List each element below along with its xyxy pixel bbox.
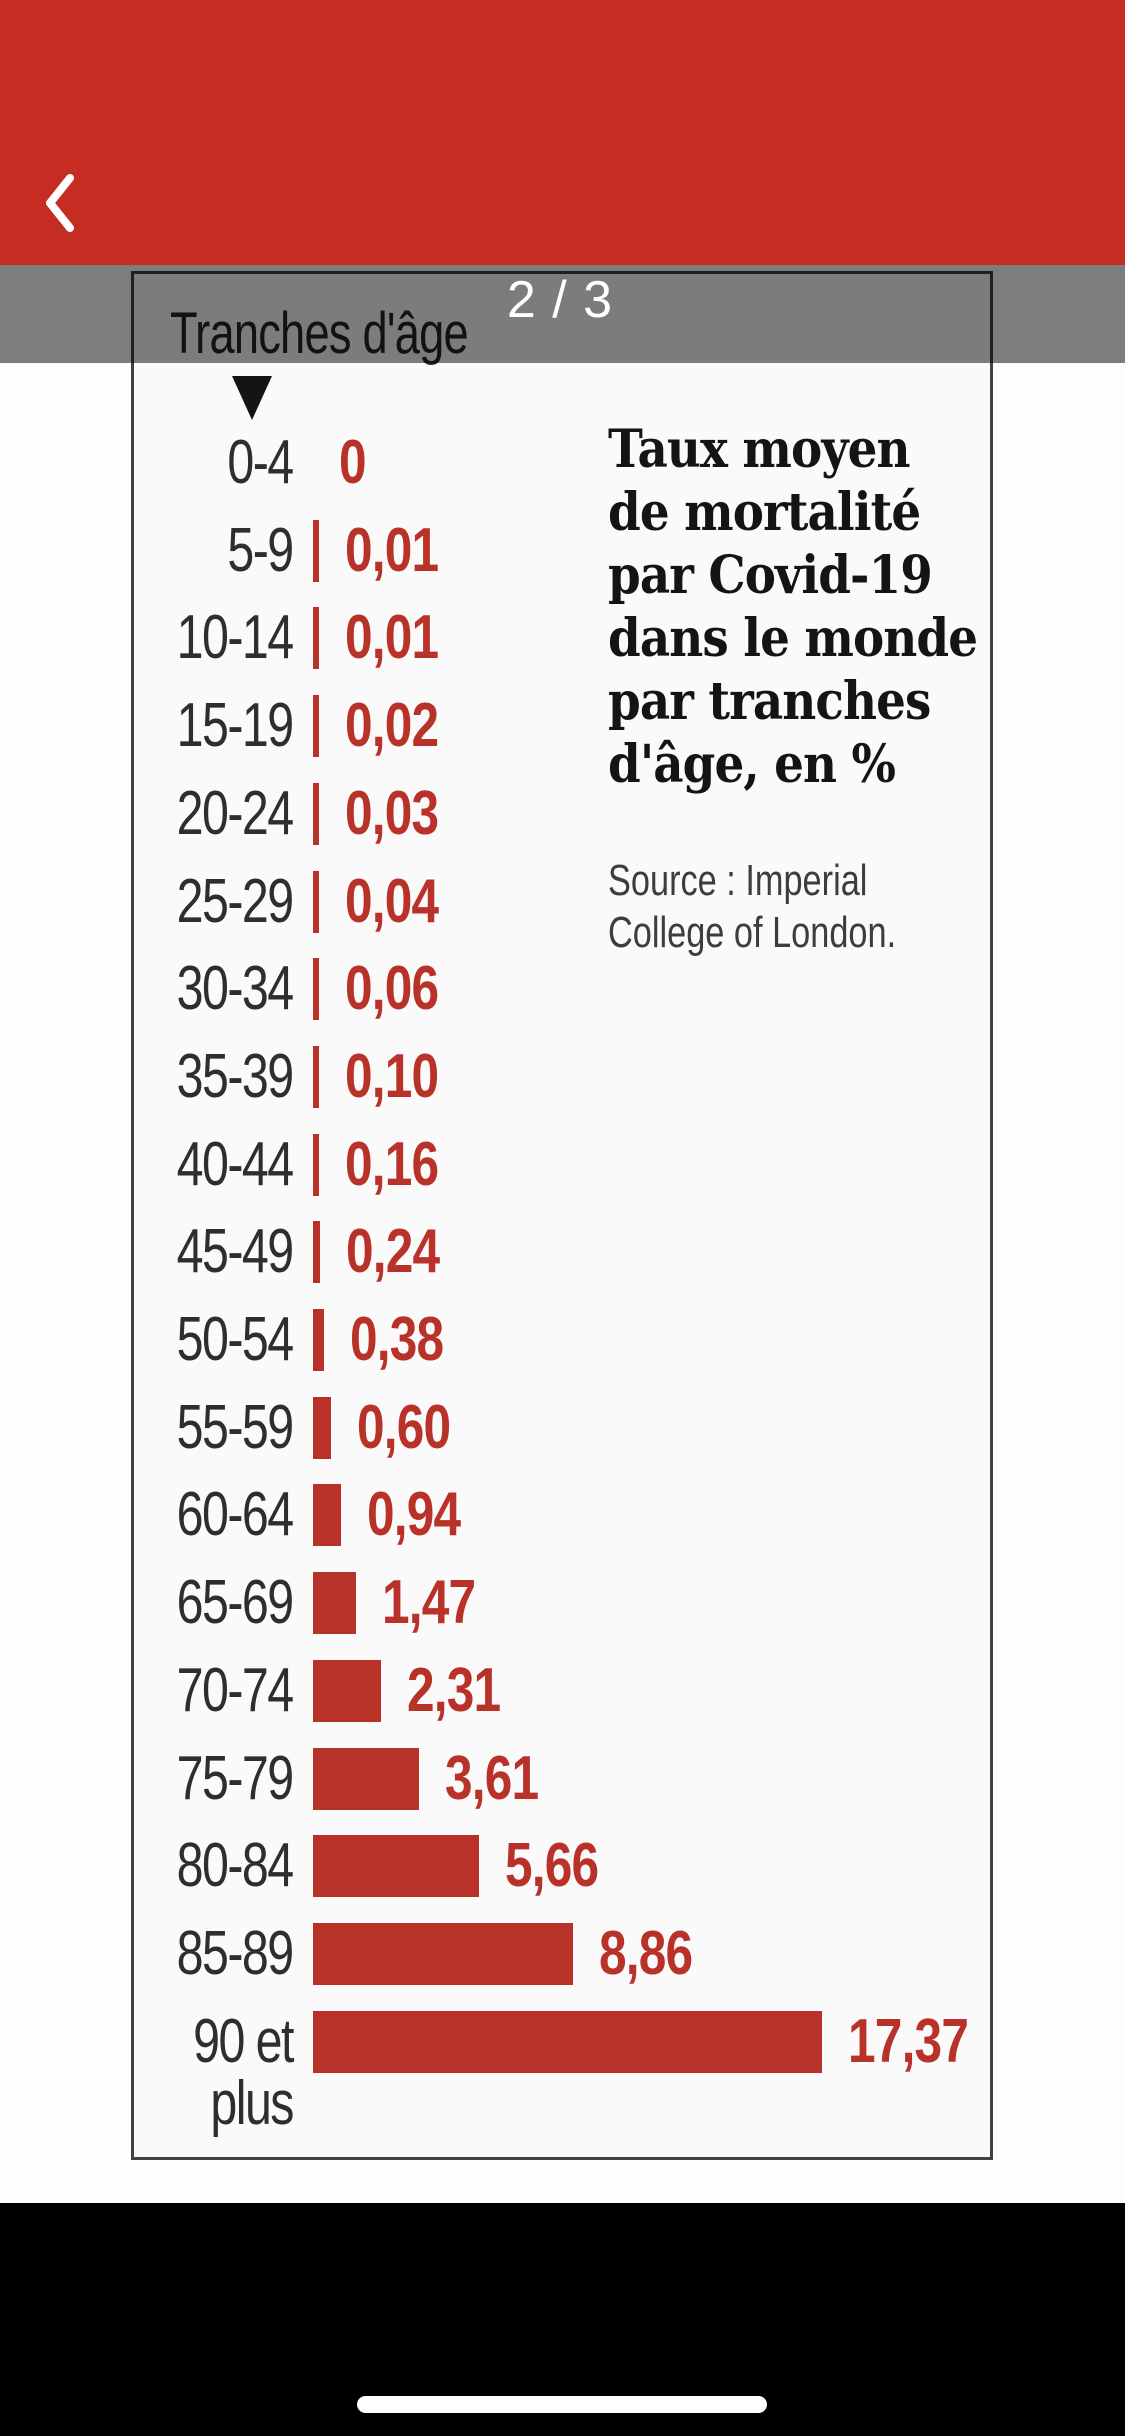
bar-row: 35-39 0,10: [134, 1046, 990, 1108]
value-label: 0,60: [357, 1393, 451, 1462]
bar-row: 80-84 5,66: [134, 1835, 990, 1897]
bottom-bar: [0, 2203, 1125, 2436]
age-label: 40-44: [177, 1130, 294, 1199]
bar: [313, 1484, 341, 1546]
bar-row: 75-79 3,61: [134, 1748, 990, 1810]
value-label: 1,47: [382, 1568, 476, 1637]
bar: [313, 958, 319, 1020]
bar-row: 55-59 0,60: [134, 1397, 990, 1459]
age-label: 10-14: [177, 603, 294, 672]
bar: [313, 1748, 419, 1810]
bar-row: 5-9 0,01: [134, 520, 990, 582]
bar: [313, 1134, 319, 1196]
age-label: 45-49: [177, 1217, 294, 1286]
bar-row: 25-29 0,04: [134, 871, 990, 933]
bar-row: 0-4 0: [134, 432, 990, 494]
value-label: 8,86: [599, 1919, 693, 1988]
age-label: 5-9: [227, 516, 295, 585]
age-label: 30-34: [177, 954, 294, 1023]
age-label: 20-24: [177, 779, 294, 848]
value-label: 0,02: [345, 691, 439, 760]
age-label: 0-4: [227, 428, 295, 497]
bar: [313, 2011, 822, 2073]
bar: [313, 1221, 320, 1283]
value-label: 2,31: [407, 1656, 501, 1725]
bar-row: 15-19 0,02: [134, 695, 990, 757]
app-header: [0, 0, 1125, 265]
bar: [313, 1397, 331, 1459]
bar-row: 50-54 0,38: [134, 1309, 990, 1371]
age-label: 55-59: [177, 1393, 294, 1462]
bar: [313, 1046, 319, 1108]
bar: [313, 783, 319, 845]
age-label: 50-54: [177, 1305, 294, 1374]
bar-row: 70-74 2,31: [134, 1660, 990, 1722]
value-label: 0,94: [367, 1480, 461, 1549]
bar-row: 20-24 0,03: [134, 783, 990, 845]
value-label: 0,24: [346, 1217, 440, 1286]
bar: [313, 1835, 479, 1897]
bar-row: 65-69 1,47: [134, 1572, 990, 1634]
value-label: 0,06: [345, 954, 439, 1023]
bar: [313, 1923, 573, 1985]
home-indicator[interactable]: [357, 2396, 767, 2413]
age-label: 35-39: [177, 1042, 294, 1111]
bar: [313, 1660, 381, 1722]
age-label: 25-29: [177, 867, 294, 936]
value-label: 0,10: [345, 1042, 439, 1111]
bar-row: 10-14 0,01: [134, 607, 990, 669]
bar-row: 40-44 0,16: [134, 1134, 990, 1196]
bar-row: 30-34 0,06: [134, 958, 990, 1020]
bar: [313, 695, 319, 757]
value-label: 0,16: [345, 1130, 439, 1199]
bar: [313, 1572, 356, 1634]
age-label: 60-64: [177, 1480, 294, 1549]
age-label: 65-69: [177, 1568, 294, 1637]
age-label: 90 et plus: [193, 2007, 294, 2138]
value-label: 0,03: [345, 779, 439, 848]
page-indicator: 2 / 3: [506, 271, 614, 329]
bar-row: 90 et plus 17,37: [134, 2007, 990, 2135]
value-label: 5,66: [505, 1831, 599, 1900]
value-label: 0,01: [345, 603, 439, 672]
age-label: 70-74: [177, 1656, 294, 1725]
bar-row: 60-64 0,94: [134, 1484, 990, 1546]
chart-source: Source : Imperial College of London.: [608, 856, 897, 957]
sort-arrow-icon: [232, 376, 272, 420]
bar: [313, 1309, 324, 1371]
value-label: 0,01: [345, 516, 439, 585]
bar-row: 85-89 8,86: [134, 1923, 990, 1985]
bar: [313, 871, 319, 933]
value-label: 17,37: [848, 2007, 969, 2076]
value-label: 0,04: [345, 867, 439, 936]
bar-row: 45-49 0,24: [134, 1221, 990, 1283]
chart-title: Taux moyen de mortalité par Covid-19 dan…: [608, 419, 978, 795]
bar: [313, 520, 319, 582]
age-label: 80-84: [177, 1831, 294, 1900]
back-button[interactable]: [30, 158, 100, 248]
age-label: 75-79: [177, 1744, 294, 1813]
bar-rows: 0-4 0 5-9 0,01 10-14 0,01 15-19 0,02 20-24 0,03 25…: [134, 274, 990, 2157]
bar: [313, 607, 319, 669]
age-label: 15-19: [177, 691, 294, 760]
value-label: 0: [339, 428, 367, 497]
pager-overlay: [0, 265, 1125, 363]
age-label: 85-89: [177, 1919, 294, 1988]
value-label: 3,61: [445, 1744, 539, 1813]
infographic-chart[interactable]: Tranches d'âge 0-405-90,0110-140,0115-19…: [131, 271, 993, 2160]
value-label: 0,38: [350, 1305, 444, 1374]
